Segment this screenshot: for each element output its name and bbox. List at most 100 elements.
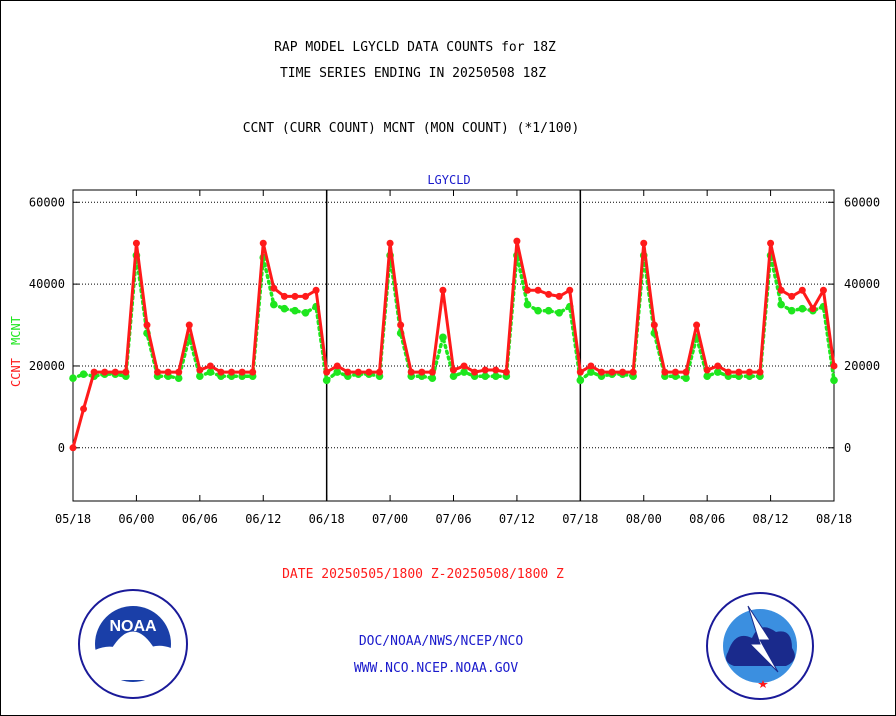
data-point-ccnt [196,366,204,374]
data-point-mcnt [79,370,88,378]
data-point-mcnt [787,306,796,315]
data-point-mcnt [196,372,204,380]
data-point-ccnt [745,368,753,376]
data-point-mcnt [777,300,785,309]
series-ccnt [69,237,838,452]
chart-subtitle: CCNT (CURR COUNT) MCNT (MON COUNT) (*1/1… [243,121,580,136]
data-point-mcnt [428,374,437,383]
y-tick-labels: 0 0 20000 20000 40000 40000 60000 60000 [29,195,880,455]
data-point-ccnt [101,368,109,376]
noaa-logo-text: NOAA [109,618,157,635]
plot-title: LGYCLD [427,173,470,187]
y-tick-label-right: 40000 [844,277,880,291]
data-point-ccnt [428,368,436,376]
data-point-mcnt [682,374,690,383]
data-point-ccnt [206,362,214,370]
data-point-mcnt [798,304,807,313]
data-point-ccnt [238,368,246,376]
data-point-ccnt [90,368,98,376]
data-point-ccnt [714,362,722,370]
data-point-ccnt [682,368,690,376]
data-point-mcnt [491,372,500,380]
x-tick-label: 08/12 [753,512,789,526]
data-point-ccnt [154,368,162,376]
chart-title-line2: TIME SERIES ENDING IN 20250508 18Z [280,66,546,81]
data-point-ccnt [418,368,426,376]
data-point-mcnt [206,368,215,376]
data-point-ccnt [439,286,447,294]
x-tick-labels: 05/18 06/00 06/06 06/12 06/18 07/00 07/06 07/12… [55,512,852,526]
data-point-ccnt [534,286,542,294]
data-point-ccnt [122,368,130,376]
data-point-mcnt [830,376,838,385]
data-point-ccnt [460,362,468,370]
data-point-mcnt [576,376,585,385]
x-tick-label: 07/12 [499,512,535,526]
data-point-ccnt [640,239,648,247]
data-point-ccnt [777,286,785,294]
data-point-ccnt [185,321,193,329]
data-point-ccnt [629,368,637,376]
data-point-mcnt [333,368,342,376]
data-point-ccnt [471,368,479,376]
data-point-ccnt [270,284,278,292]
data-point-ccnt [661,368,669,376]
data-point-ccnt [228,368,236,376]
data-point-ccnt [788,292,796,300]
y-tick-label-left: 40000 [29,277,65,291]
data-point-mcnt [322,376,331,385]
data-point-ccnt [693,321,701,329]
chart-title-line1: RAP MODEL LGYCLD DATA COUNTS for 18Z [274,40,556,55]
data-point-mcnt [439,333,447,342]
data-point-ccnt [724,368,732,376]
x-tick-label: 06/12 [245,512,281,526]
data-point-ccnt [502,368,510,376]
data-point-ccnt [513,237,521,245]
x-tick-label: 05/18 [55,512,91,526]
y-tick-label-right: 0 [844,441,851,455]
data-point-ccnt [523,286,531,294]
data-point-ccnt [619,368,627,376]
data-point-ccnt [798,286,806,294]
data-point-ccnt [597,368,605,376]
y-tick-label-right: 20000 [844,359,880,373]
footer-line2: WWW.NCO.NCEP.NOAA.GOV [354,661,519,676]
data-point-ccnt [555,292,563,300]
noaa-logo-icon: NOAA [78,589,188,699]
data-point-ccnt [767,239,775,247]
footer-line1: DOC/NOAA/NWS/NCEP/NCO [359,634,524,649]
y-axis-label-ccnt: CCNT [9,358,23,387]
data-point-mcnt [69,374,77,383]
data-point-mcnt [270,300,278,309]
data-point-ccnt [259,239,267,247]
data-point-ccnt [809,305,817,313]
data-point-mcnt [555,308,563,317]
data-point-ccnt [280,292,288,300]
data-point-ccnt [143,321,151,329]
data-point-mcnt [544,306,553,315]
y-tick-label-right: 60000 [844,195,880,209]
data-point-ccnt [291,292,299,300]
data-point-ccnt [175,368,183,376]
data-point-ccnt [703,366,711,374]
x-tick-label: 08/06 [689,512,725,526]
data-point-ccnt [344,368,352,376]
x-tick-label: 08/00 [626,512,662,526]
data-point-ccnt [671,368,679,376]
data-point-ccnt [323,368,331,376]
data-point-ccnt [69,444,77,452]
data-point-ccnt [830,362,838,370]
data-point-ccnt [365,368,373,376]
data-point-mcnt [534,306,542,315]
data-point-ccnt [354,368,362,376]
data-point-ccnt [450,366,457,374]
data-point-ccnt [80,405,88,413]
y-axis-label-mcnt: MCNT [9,316,23,345]
x-tick-label: 07/00 [372,512,408,526]
nws-logo-icon [706,592,814,700]
data-point-ccnt [132,239,140,247]
data-point-mcnt [449,372,458,380]
data-point-ccnt [735,368,743,376]
data-point-mcnt [174,374,183,383]
